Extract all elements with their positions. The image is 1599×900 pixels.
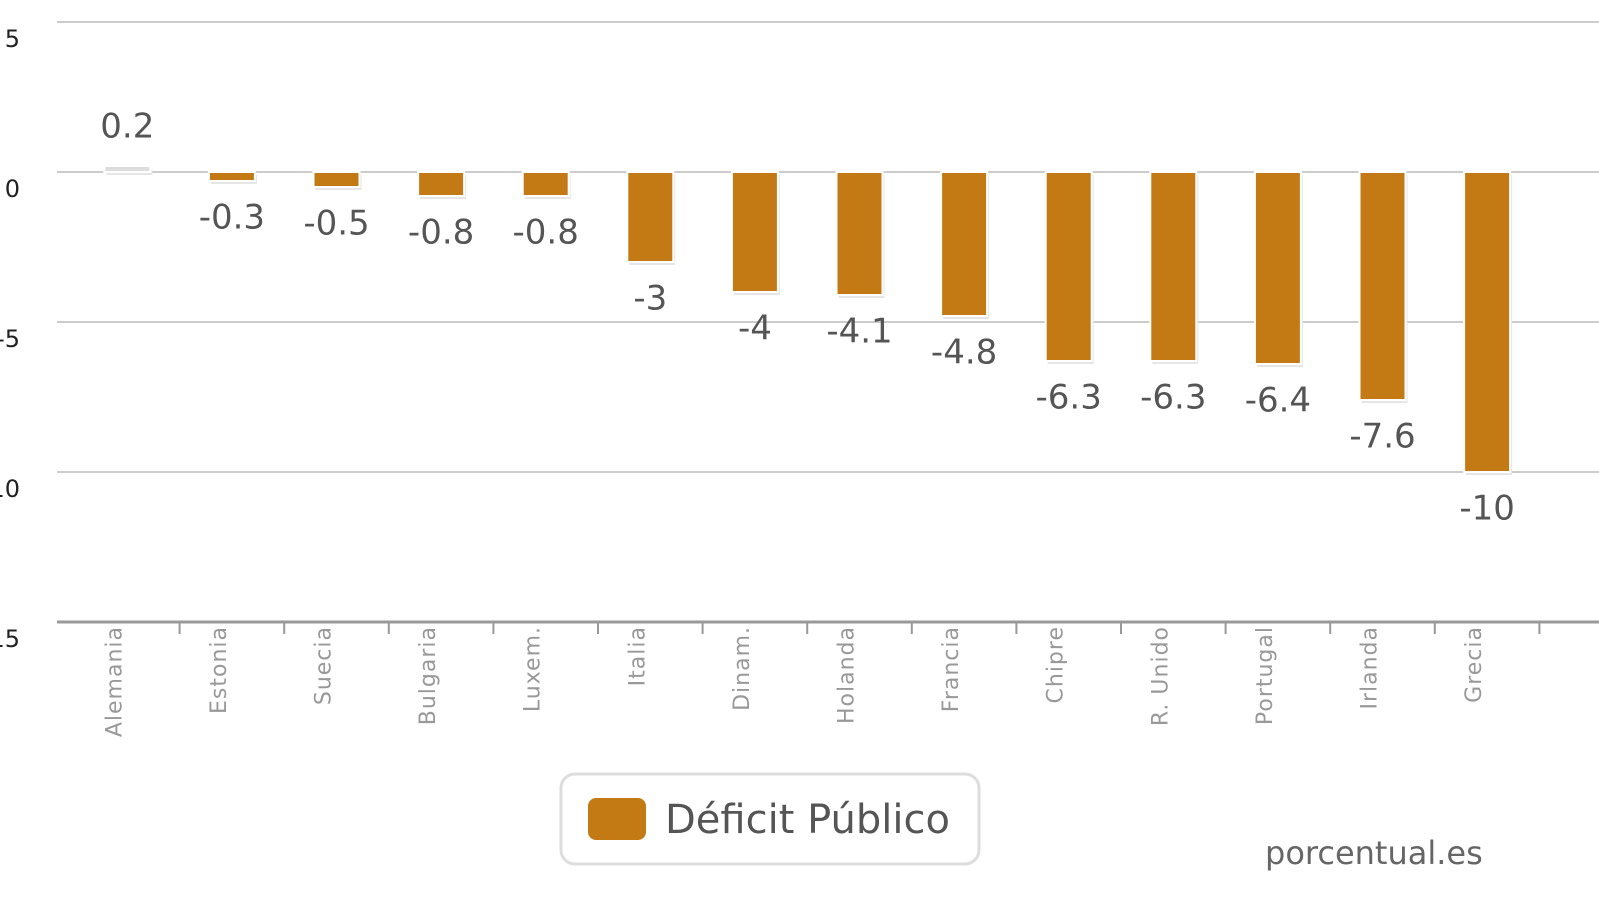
bar xyxy=(1463,171,1512,473)
x-tick-label: Portugal xyxy=(1253,626,1278,725)
value-label: -3 xyxy=(633,279,667,319)
x-tick-label: Grecia xyxy=(1462,626,1487,703)
legend-label: Déficit Público xyxy=(665,797,950,843)
value-label: -0.8 xyxy=(408,213,474,253)
bar xyxy=(835,171,884,296)
y-tick-label: -15 xyxy=(0,625,20,653)
y-tick-label: 0 xyxy=(5,175,20,203)
bar xyxy=(626,171,675,263)
x-tick-label: Francia xyxy=(939,626,964,712)
legend-box xyxy=(559,772,981,866)
x-tick-label: R. Unido xyxy=(1148,626,1173,726)
x-tick-label: Chipre xyxy=(1044,626,1069,703)
value-label: -7.6 xyxy=(1349,417,1415,457)
bar xyxy=(1044,171,1093,362)
watermark: porcentual.es xyxy=(1265,834,1483,872)
x-tick-label: Italia xyxy=(625,626,650,686)
bar xyxy=(312,171,361,188)
bar xyxy=(103,165,152,173)
x-tick-label: Dinam. xyxy=(730,626,755,711)
x-tick-label: Irlanda xyxy=(1358,626,1383,710)
value-label: -6.3 xyxy=(1036,378,1102,418)
bar xyxy=(730,171,779,293)
value-label: -6.4 xyxy=(1245,381,1311,421)
value-label: -4.1 xyxy=(826,312,892,352)
bar xyxy=(1253,171,1302,365)
x-tick-label: Estonia xyxy=(207,626,232,714)
value-label: -0.5 xyxy=(303,204,369,244)
value-label: -4 xyxy=(738,309,772,349)
x-tick-label: Bulgaria xyxy=(416,626,441,725)
x-tick-label: Alemania xyxy=(102,626,127,737)
x-tick-label: Holanda xyxy=(835,626,860,724)
value-label: -6.3 xyxy=(1140,378,1206,418)
value-label: -0.8 xyxy=(513,213,579,253)
value-label: -10 xyxy=(1459,489,1515,529)
y-tick-label: 5 xyxy=(5,25,20,53)
value-label: 0.2 xyxy=(100,107,154,147)
bar xyxy=(417,171,466,197)
value-label: -4.8 xyxy=(931,333,997,373)
legend-swatch xyxy=(588,798,646,840)
y-tick-label: -5 xyxy=(0,325,20,353)
bar xyxy=(207,171,256,182)
bar xyxy=(1149,171,1198,362)
value-label: -0.3 xyxy=(199,198,265,238)
bar xyxy=(521,171,570,197)
x-tick-label: Suecia xyxy=(312,626,337,705)
y-tick-label: -10 xyxy=(0,475,20,503)
bar xyxy=(940,171,989,317)
bar xyxy=(1358,171,1407,401)
x-tick-label: Luxem. xyxy=(521,626,546,712)
